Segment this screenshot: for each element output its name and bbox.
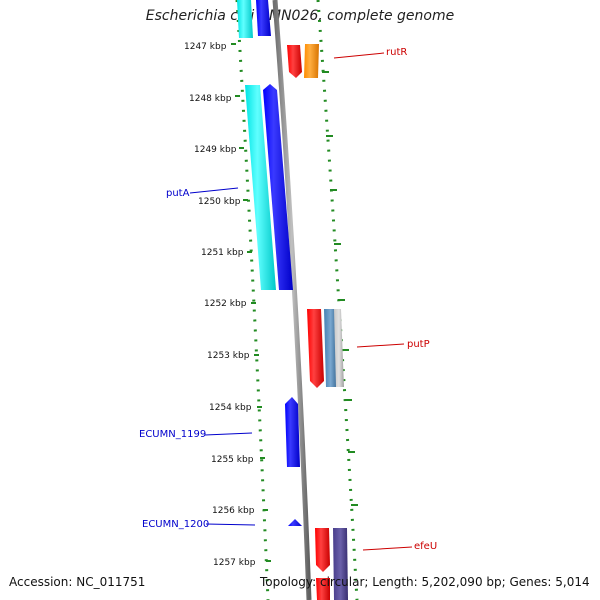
gene-feature-ecumn-1199 [285, 397, 300, 467]
kbp-tick-labels: 1247 kbp 1248 kbp 1249 kbp 1250 kbp 1251… [184, 42, 256, 568]
gene-label-rutR[interactable]: rutR [386, 47, 407, 58]
kbp-tick-marks [231, 43, 271, 562]
putP-features [307, 309, 344, 388]
tick-label: 1250 kbp [198, 197, 241, 207]
label-leader-line [333, 52, 385, 59]
putA-features [245, 84, 293, 290]
gene-label-putA[interactable]: putA [166, 188, 190, 199]
tick-label: 1251 kbp [201, 248, 244, 258]
cds-feature-slate [333, 528, 348, 600]
top-features [237, 0, 271, 38]
genome-title: Escherichia coli UMN026, complete genome [145, 8, 455, 24]
gene-label-putP[interactable]: putP [407, 339, 430, 350]
accession-text: Accession: NC_011751 [9, 575, 146, 589]
gene-label-efeU[interactable]: efeU [414, 541, 437, 552]
gene-feature-red [287, 45, 302, 78]
tick-label: 1252 kbp [204, 299, 247, 309]
tick-label: 1255 kbp [211, 455, 254, 465]
gene-feature-red-lower [316, 578, 330, 600]
cds-feature-orange [304, 44, 319, 78]
tick-label: 1247 kbp [184, 42, 227, 52]
cds-feature-cyan [245, 85, 276, 290]
efeU-features [315, 528, 348, 600]
inner-dotted-boundary [235, 0, 270, 600]
genome-backbone [272, 0, 312, 600]
cds-feature-gray [334, 309, 344, 387]
label-leader-line [356, 343, 405, 348]
gene-label-ecumn-1199[interactable]: ECUMN_1199 [139, 429, 206, 440]
gene-feature-red [315, 528, 330, 572]
gene-label-ecumn-1200[interactable]: ECUMN_1200 [142, 519, 209, 530]
tick-label: 1254 kbp [209, 403, 252, 413]
outer-tick-marks [322, 71, 358, 506]
label-leader-line [189, 187, 239, 194]
tick-label: 1249 kbp [194, 145, 237, 155]
gene-feature-blue-top [256, 0, 271, 36]
tick-label: 1256 kbp [212, 506, 255, 516]
label-leader-line [204, 432, 253, 436]
cds-feature-steel [324, 309, 337, 387]
tick-label: 1253 kbp [207, 351, 250, 361]
outer-dotted-boundary [316, 0, 359, 600]
label-leader-line [205, 523, 256, 526]
gene-feature-ecumn-1200 [288, 519, 302, 526]
tick-label: 1257 kbp [213, 558, 256, 568]
tick-label: 1248 kbp [189, 94, 232, 104]
gene-labels: rutR putA putP ECUMN_1199 ECUMN_1200 efe… [139, 47, 437, 552]
label-leader-line [362, 546, 413, 551]
gene-feature-red [307, 309, 324, 388]
gene-feature-blue [263, 84, 293, 290]
cds-feature-cyan-top [237, 0, 253, 38]
rutR-features [287, 44, 319, 78]
topology-summary: Topology: circular; Length: 5,202,090 bp… [260, 575, 590, 589]
